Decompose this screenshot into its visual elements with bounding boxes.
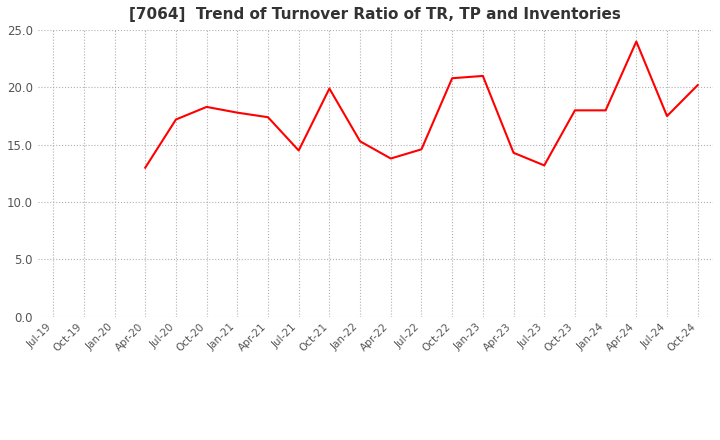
Title: [7064]  Trend of Turnover Ratio of TR, TP and Inventories: [7064] Trend of Turnover Ratio of TR, TP…	[130, 7, 621, 22]
